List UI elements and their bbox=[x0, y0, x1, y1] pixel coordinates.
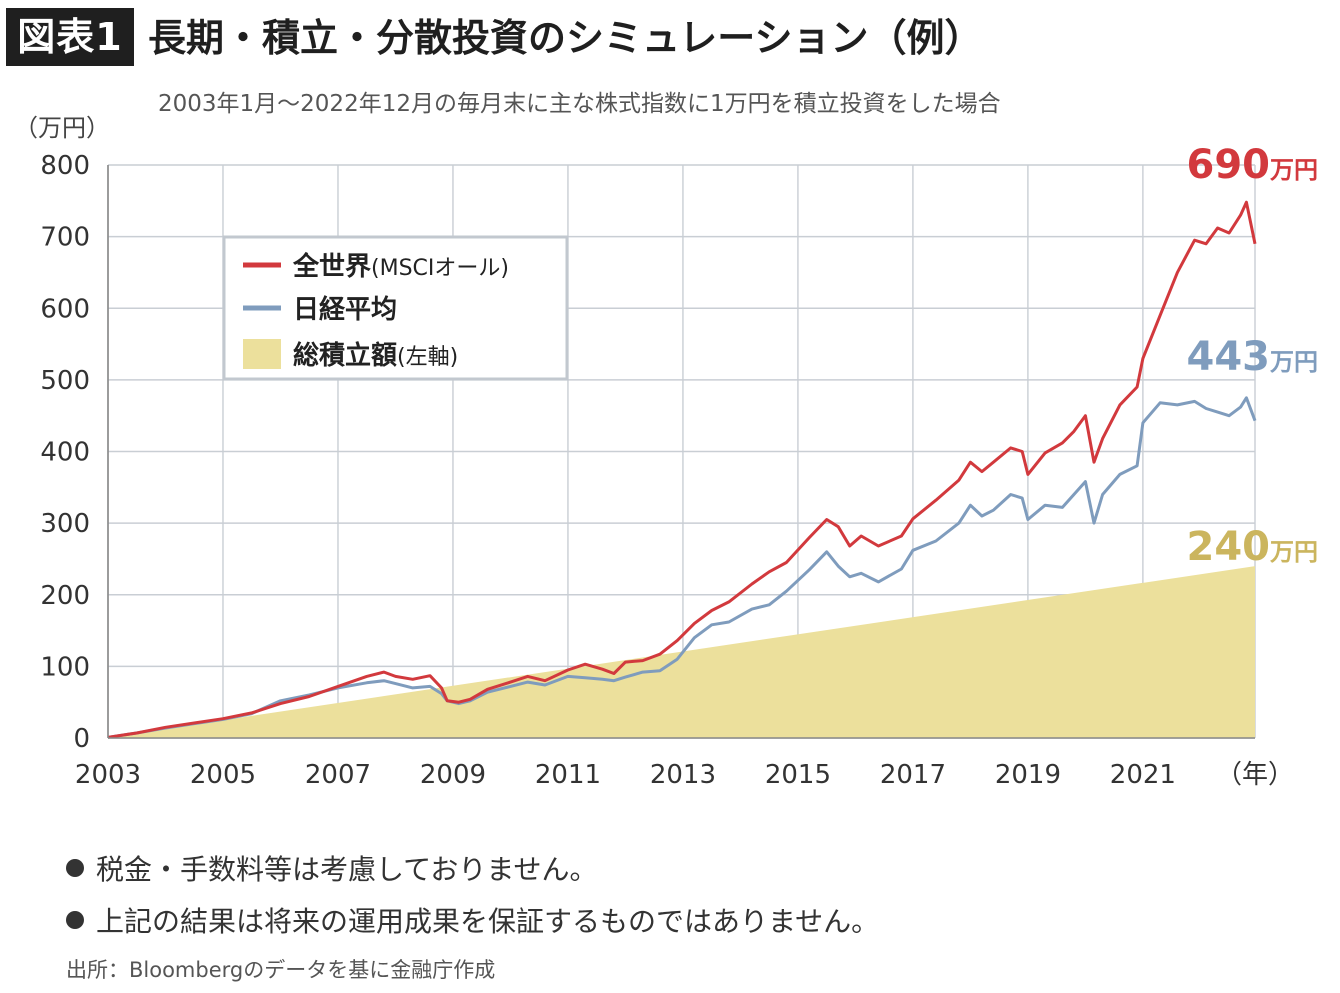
legend-label-nikkei: 日経平均 bbox=[293, 294, 397, 325]
x-tick-label: 2005 bbox=[190, 760, 256, 790]
legend-label-total: 総積立額(左軸) bbox=[293, 340, 458, 371]
bullet-icon bbox=[66, 859, 84, 877]
x-tick-label: 2017 bbox=[880, 760, 946, 790]
y-tick-label: 500 bbox=[40, 366, 90, 396]
note-text: 税金・手数料等は考慮しておりません。 bbox=[96, 853, 598, 886]
y-tick-label: 0 bbox=[73, 724, 90, 754]
source-note: 出所：Bloombergのデータを基に金融庁作成 bbox=[66, 958, 496, 982]
y-tick-label: 800 bbox=[40, 151, 90, 181]
y-tick-label: 100 bbox=[40, 652, 90, 682]
x-tick-label: 2021 bbox=[1110, 760, 1176, 790]
x-tick-label: 2011 bbox=[535, 760, 601, 790]
total-end-label: 240万円 bbox=[1187, 524, 1319, 570]
y-tick-label: 300 bbox=[40, 509, 90, 539]
note-text: 上記の結果は将来の運用成果を保証するものではありません。 bbox=[96, 905, 880, 938]
line-chart: 0 100 200 300 400 500 600 700 800 2003 2005 2007 200… bbox=[40, 142, 1319, 790]
y-tick-label: 200 bbox=[40, 581, 90, 611]
chart-subtitle: 2003年1月〜2022年12月の毎月末に主な株式指数に1万円を積立投資をした場… bbox=[158, 91, 1001, 117]
world-end-label: 690万円 bbox=[1187, 142, 1319, 188]
world-line bbox=[107, 200, 1257, 739]
end-labels: 690万円 443万円 240万円 bbox=[1187, 142, 1319, 570]
figure-badge: 図表1 bbox=[6, 8, 134, 66]
x-tick-label: 2019 bbox=[995, 760, 1061, 790]
nikkei-end-label: 443万円 bbox=[1187, 334, 1319, 380]
page-title: 長期・積立・分散投資のシミュレーション（例） bbox=[148, 16, 983, 60]
note-2: 上記の結果は将来の運用成果を保証するものではありません。 bbox=[66, 900, 879, 940]
bullet-icon bbox=[66, 911, 84, 929]
series-lines bbox=[107, 200, 1257, 739]
legend-swatch-total bbox=[243, 339, 281, 369]
y-tick-label: 400 bbox=[40, 438, 90, 468]
note-1: 税金・手数料等は考慮しておりません。 bbox=[66, 848, 597, 888]
nikkei-line bbox=[107, 396, 1257, 739]
y-axis-unit-label: （万円） bbox=[14, 114, 110, 142]
x-tick-label: 2007 bbox=[305, 760, 371, 790]
chart-axes: 0 100 200 300 400 500 600 700 800 2003 2005 2007 200… bbox=[40, 151, 1294, 790]
x-axis-unit-label: （年） bbox=[1216, 760, 1294, 790]
x-tick-label: 2009 bbox=[420, 760, 486, 790]
x-tick-label: 2003 bbox=[75, 760, 141, 790]
x-tick-label: 2015 bbox=[765, 760, 831, 790]
y-tick-label: 700 bbox=[40, 223, 90, 253]
x-tick-label: 2013 bbox=[650, 760, 716, 790]
legend-box bbox=[222, 235, 569, 381]
legend-label-world: 全世界(MSCIオール) bbox=[292, 251, 509, 282]
y-tick-label: 600 bbox=[40, 294, 90, 324]
